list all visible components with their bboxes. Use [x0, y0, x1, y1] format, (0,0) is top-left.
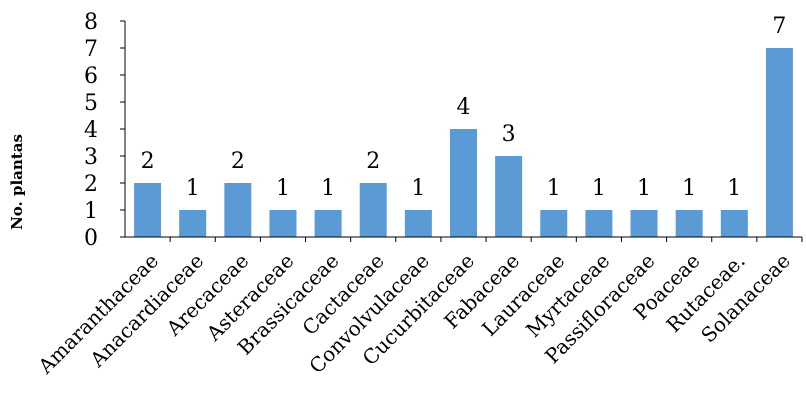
data-label: 1 [592, 176, 606, 201]
bar [179, 210, 207, 237]
bar [765, 48, 793, 237]
data-label: 1 [321, 176, 335, 201]
bar [404, 210, 432, 237]
y-tick-label: 4 [84, 118, 98, 143]
y-tick-label: 6 [84, 64, 98, 89]
y-tick-label: 5 [84, 91, 98, 116]
data-label: 2 [366, 149, 380, 174]
data-label: 1 [276, 176, 290, 201]
bar [450, 129, 477, 237]
y-tick-label: 2 [84, 172, 98, 197]
data-label: 3 [502, 122, 516, 147]
data-label: 1 [637, 176, 651, 201]
data-label: 1 [682, 176, 696, 201]
y-tick-label: 7 [84, 37, 98, 62]
data-label: 2 [141, 149, 155, 174]
y-tick-label: 3 [84, 145, 98, 170]
bar [540, 210, 568, 237]
bar [630, 210, 658, 237]
bars [134, 48, 793, 237]
data-label: 2 [231, 149, 245, 174]
bar [495, 156, 523, 237]
y-tick-label: 0 [84, 226, 98, 251]
bar [585, 210, 613, 237]
y-axis-title: No. plantas [8, 134, 26, 230]
bar [359, 183, 387, 237]
data-label: 7 [772, 14, 786, 39]
y-tick-label: 1 [84, 199, 98, 224]
y-tick-label: 8 [84, 10, 98, 35]
data-label: 1 [186, 176, 200, 201]
bar [134, 183, 162, 237]
bar [314, 210, 342, 237]
data-label: 1 [727, 176, 741, 201]
bar [224, 183, 252, 237]
data-labels: 2 1 2 1 1 2 1 4 3 1 1 1 1 1 7 [141, 14, 787, 201]
bar [675, 210, 703, 237]
data-label: 1 [547, 176, 561, 201]
x-axis: AmaranthaceaeAnacardiaceaeArecaceaeAster… [33, 236, 803, 379]
data-label: 4 [457, 95, 471, 120]
bar [269, 210, 297, 237]
bar [720, 210, 748, 237]
data-label: 1 [411, 176, 425, 201]
